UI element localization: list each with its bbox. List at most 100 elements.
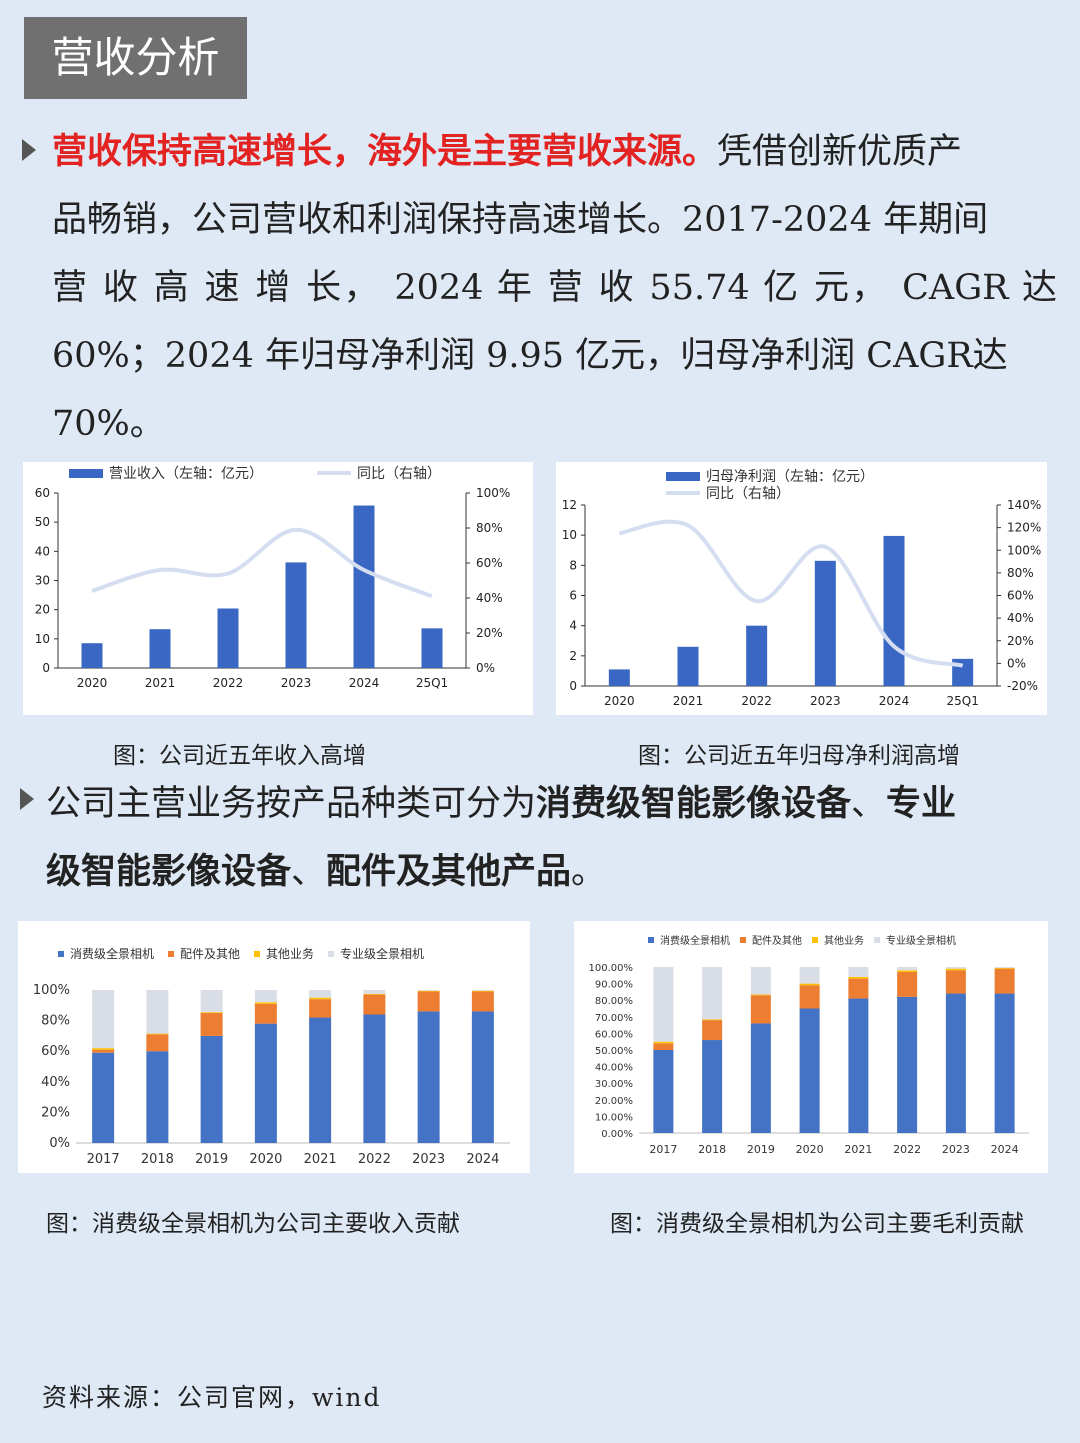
- stack-segment: [471, 991, 494, 1012]
- x-tick-label: 25Q1: [946, 694, 978, 708]
- stack-segment: [799, 967, 820, 984]
- y-tick-label: 80.00%: [595, 996, 633, 1007]
- legend-label: 其他业务: [824, 934, 864, 947]
- legend-label: 同比（右轴）: [706, 486, 790, 502]
- para1-line5: 70%。: [52, 404, 165, 444]
- legend-swatch-bar: [69, 469, 103, 478]
- y-tick-label-right: 80%: [476, 521, 503, 535]
- stack-segment: [848, 967, 869, 977]
- legend-label: 专业级全景相机: [340, 946, 424, 961]
- para2-sep: 、: [851, 784, 887, 824]
- stack-segment: [417, 990, 440, 991]
- stack-segment: [848, 978, 869, 999]
- x-tick-label: 2023: [281, 676, 312, 690]
- para2-prefix: 公司主营业务按产品种类可分为: [46, 784, 537, 824]
- stack-segment: [309, 999, 332, 1018]
- y-tick-label: 40%: [41, 1075, 70, 1090]
- stack-segment: [702, 967, 723, 1020]
- legend-swatch: [874, 937, 880, 943]
- highlight-text: 营收保持高速增长，海外是主要营收来源。: [52, 131, 718, 172]
- stack-segment: [200, 1012, 223, 1013]
- stack-segment: [799, 985, 820, 1009]
- para2-bold-accessories: 配件及其他产品: [326, 851, 572, 892]
- y-tick-label-left: 2: [569, 649, 577, 663]
- legend-swatch: [254, 951, 260, 957]
- bar: [677, 646, 699, 686]
- stack-segment: [146, 1051, 169, 1143]
- para1-line1: 营收保持高速增长，海外是主要营收来源。凭借创新优质产: [52, 118, 1057, 186]
- y-tick-label: 20%: [41, 1105, 70, 1120]
- y-tick-label-right: 20%: [476, 626, 503, 640]
- y-tick-label: 0%: [49, 1136, 70, 1151]
- stack-segment: [200, 990, 223, 1013]
- bar: [149, 629, 171, 668]
- bar: [353, 505, 375, 668]
- stack-segment: [945, 968, 966, 971]
- legend-label: 配件及其他: [752, 934, 802, 947]
- stack-segment: [750, 967, 771, 995]
- x-tick-label: 2018: [141, 1152, 174, 1167]
- y-tick-label-left: 10: [562, 528, 577, 542]
- stack-segment: [799, 1008, 820, 1133]
- para1-line4: 60%；2024 年归母净利润 9.95 亿元，归母净利润 CAGR达: [52, 336, 1008, 376]
- stack-segment: [417, 1011, 440, 1143]
- bar: [285, 562, 307, 668]
- stack-segment: [945, 970, 966, 994]
- stack-segment: [897, 970, 918, 972]
- stack-segment: [897, 971, 918, 997]
- x-tick-label: 25Q1: [416, 676, 448, 690]
- stack-segment: [945, 967, 966, 969]
- para2-suffix: 。: [571, 852, 607, 892]
- bar: [883, 535, 905, 686]
- para2-line1: 公司主营业务按产品种类可分为消费级智能影像设备、专业: [46, 770, 1056, 838]
- stack-segment: [417, 991, 440, 1012]
- y-tick-label-right: 60%: [476, 556, 503, 570]
- stack-segment: [750, 1023, 771, 1133]
- x-tick-label: 2019: [747, 1143, 775, 1156]
- yoy-line: [618, 519, 964, 668]
- y-tick-label-left: 4: [569, 619, 577, 633]
- stack-segment: [200, 1035, 223, 1143]
- stack-segment: [309, 997, 332, 1000]
- stack-segment: [417, 990, 440, 992]
- para2-line2: 级智能影像设备、配件及其他产品。: [46, 838, 1056, 906]
- para2-bold-pro-start: 专业: [886, 783, 957, 824]
- stack-segment: [848, 976, 869, 979]
- stack-segment: [471, 1011, 494, 1143]
- stack-segment: [200, 1012, 223, 1036]
- y-tick-label-left: 40: [35, 544, 50, 558]
- stack-segment: [653, 967, 674, 1042]
- bar: [81, 643, 103, 668]
- legend-swatch: [812, 937, 818, 943]
- y-tick-label-right: 100%: [1007, 543, 1041, 557]
- stack-segment: [994, 968, 1015, 994]
- stack-segment: [750, 994, 771, 996]
- x-tick-label: 2022: [358, 1152, 391, 1167]
- x-tick-label: 2017: [87, 1152, 120, 1167]
- paragraph-revenue: 营收保持高速增长，海外是主要营收来源。凭借创新优质产 品畅销，公司营收和利润保持…: [52, 118, 1057, 458]
- x-tick-label: 2021: [844, 1143, 872, 1156]
- stack-segment: [254, 1002, 277, 1004]
- stack-segment: [471, 990, 494, 991]
- y-tick-label-left: 6: [569, 589, 577, 603]
- stack-segment: [994, 993, 1015, 1133]
- y-tick-label: 90.00%: [595, 980, 633, 991]
- y-tick-label-left: 30: [35, 574, 50, 588]
- y-tick-label-left: 10: [35, 632, 50, 646]
- stack-segment: [994, 967, 1015, 968]
- stack-segment: [848, 998, 869, 1133]
- legend-label: 消费级全景相机: [660, 934, 730, 947]
- stack-segment: [363, 993, 386, 995]
- stack-segment: [945, 993, 966, 1133]
- y-tick-label-right: 80%: [1007, 566, 1034, 580]
- y-tick-label: 60.00%: [595, 1029, 633, 1040]
- bar: [814, 560, 836, 686]
- y-tick-label-right: 20%: [1007, 634, 1034, 648]
- para1-line3: 营 收 高 速 增 长， 2024 年 营 收 55.74 亿 元， CAGR …: [52, 268, 1057, 308]
- caption-profit-chart: 图：公司近五年归母净利润高增: [638, 743, 960, 769]
- caption-revenue-chart: 图：公司近五年收入高增: [113, 743, 366, 769]
- legend-label: 其他业务: [266, 946, 314, 961]
- y-tick-label-left: 12: [562, 498, 577, 512]
- y-tick-label: 30.00%: [595, 1079, 633, 1090]
- x-tick-label: 2020: [249, 1152, 282, 1167]
